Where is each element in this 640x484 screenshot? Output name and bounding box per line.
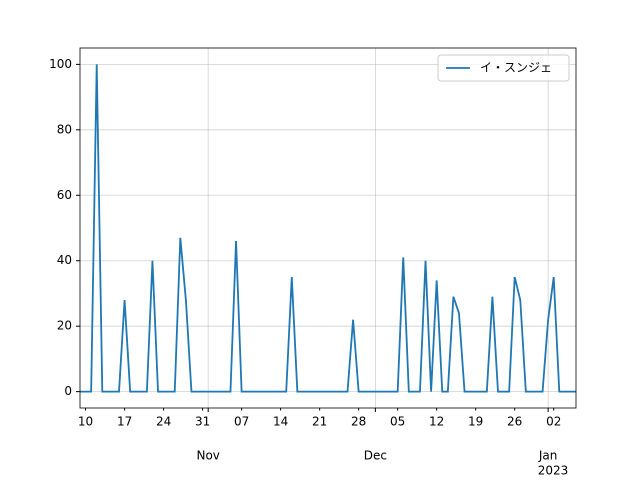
x-tick-label: 10 [78,415,93,429]
x-tick-label: 17 [117,415,132,429]
x-tick-label: 19 [468,415,483,429]
y-tick-label: 100 [49,57,72,71]
x-tick-label: 21 [312,415,327,429]
x-tick-label: 14 [273,415,288,429]
x-tick-label: 26 [507,415,522,429]
y-tick-label: 0 [64,384,72,398]
legend-box [437,54,570,82]
x-tick-label: 28 [351,415,366,429]
y-tick-label: 40 [57,253,72,267]
plot-frame [79,47,577,409]
x-tick-label: 02 [546,415,561,429]
series-line [80,64,576,393]
x-month-label: Nov [196,449,219,463]
y-tick-label: 60 [57,188,72,202]
x-tick-label: 12 [429,415,444,429]
x-offset-label: 2023 [538,464,569,478]
x-tick-label: 24 [156,415,171,429]
x-month-label: Jan [538,449,558,463]
x-tick-label: 07 [234,415,249,429]
x-tick-label: 31 [195,415,210,429]
x-tick-label: 05 [390,415,405,429]
y-tick-label: 20 [57,319,72,333]
y-tick-label: 80 [57,122,72,136]
legend-label: イ・スンジェ [480,61,552,75]
x-month-label: Dec [364,449,387,463]
